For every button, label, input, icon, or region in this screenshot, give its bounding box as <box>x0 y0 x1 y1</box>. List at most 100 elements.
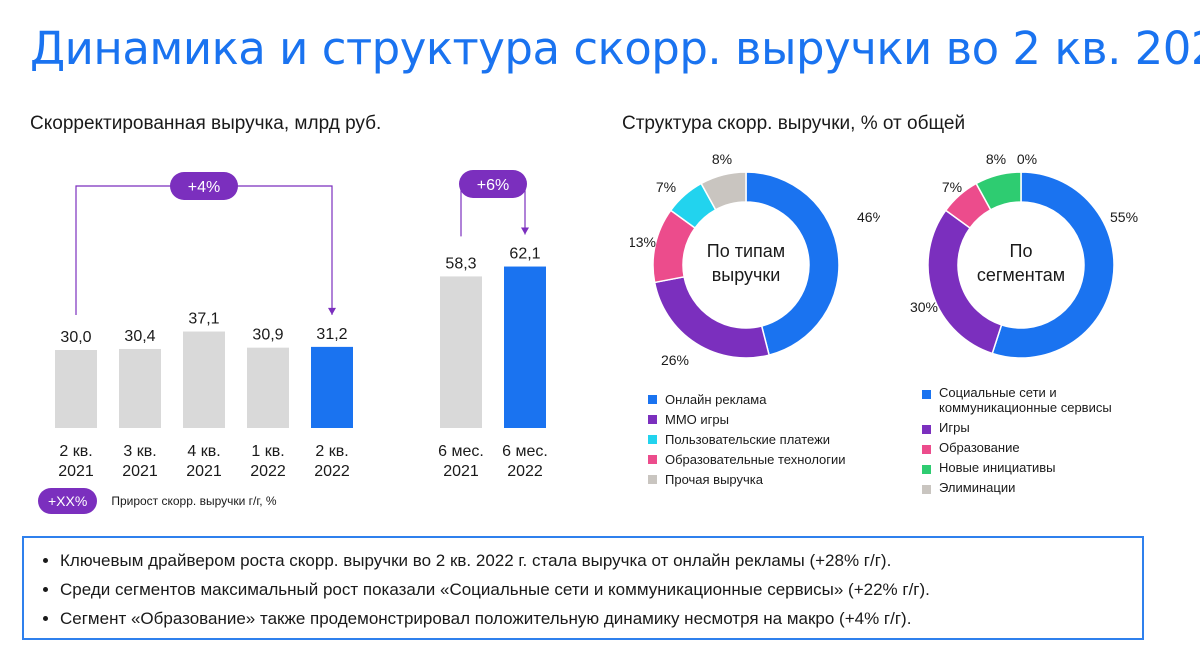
legend-item: Пользовательские платежи <box>648 430 846 450</box>
bar-value-label: 62,1 <box>509 246 540 263</box>
slice-value-label: 13% <box>630 234 656 250</box>
legend-swatch <box>648 475 657 484</box>
bar-chart-subtitle: Скорректированная выручка, млрд руб. <box>30 113 381 135</box>
bar-6 <box>504 266 546 428</box>
legend-item: Онлайн реклама <box>648 390 846 410</box>
slice-value-label: 46% <box>857 209 880 225</box>
bar-1 <box>119 348 161 428</box>
legend-label: Пользовательские платежи <box>665 432 831 447</box>
category-label: 2022 <box>507 463 543 480</box>
category-label: 2021 <box>122 463 158 480</box>
growth-label: +4% <box>188 179 220 196</box>
category-label: 2 кв. <box>315 443 348 460</box>
legend-swatch <box>922 445 931 454</box>
takeaway-bullet: Ключевым драйвером роста скорр. выручки … <box>60 546 1128 575</box>
legend-swatch <box>648 415 657 424</box>
growth-key-text: Прирост скорр. выручки г/г, % <box>111 494 277 508</box>
category-label: 2022 <box>250 463 286 480</box>
growth-key-pill: +XX% <box>38 488 98 514</box>
legend-label: Элиминации <box>939 480 1016 495</box>
donut-charts-subtitle: Структура скорр. выручки, % от общей <box>622 113 965 135</box>
bar-2 <box>183 331 225 428</box>
legend-item: Образование <box>922 440 1139 455</box>
legend-label: Онлайн реклама <box>665 392 767 407</box>
donut-center-label: выручки <box>712 265 781 285</box>
category-label: 6 мес. <box>502 443 548 460</box>
legend-item: Элиминации <box>922 480 1139 495</box>
legend-swatch <box>922 465 931 474</box>
bar-value-label: 30,4 <box>124 328 155 345</box>
donut-slice <box>975 171 1022 211</box>
legend-label: Образование <box>939 440 1020 455</box>
growth-key: +XX% Прирост скорр. выручки г/г, % <box>38 488 277 514</box>
legend-swatch <box>922 390 931 399</box>
slice-value-label: 55% <box>1110 209 1138 225</box>
bar-5 <box>440 276 482 428</box>
donut-slice <box>653 275 771 359</box>
legend-item: Социальные сети и коммуникационные серви… <box>922 385 1139 415</box>
legend-label: Игры <box>939 420 970 435</box>
bar-value-label: 58,3 <box>445 255 476 272</box>
donut-charts-subtitle-bold: Структура скорр. выручки, <box>622 113 856 134</box>
segment-donut-chart: 55% 30% 7% 8% 0% По сегментам <box>910 151 1138 359</box>
category-label: 2021 <box>443 463 479 480</box>
legend-swatch <box>648 435 657 444</box>
slice-value-label: 0% <box>1017 151 1037 167</box>
slice-value-label: 26% <box>661 352 689 368</box>
category-label: 4 кв. <box>187 443 220 460</box>
legend-swatch <box>648 395 657 404</box>
revenue-type-legend: Онлайн реклама MMO игры Пользовательские п… <box>648 390 846 490</box>
legend-swatch <box>922 425 931 434</box>
legend-swatch <box>648 455 657 464</box>
legend-item: Образовательные технологии <box>648 450 846 470</box>
category-label: 2 кв. <box>59 443 92 460</box>
legend-label: Образовательные технологии <box>665 452 846 467</box>
bar-0 <box>55 350 97 428</box>
legend-item: Игры <box>922 420 1139 435</box>
donut-center-label: По типам <box>707 241 785 261</box>
legend-label: Социальные сети и коммуникационные серви… <box>939 385 1112 415</box>
slice-value-label: 30% <box>910 299 938 315</box>
category-label: 2021 <box>58 463 94 480</box>
bar-value-label: 30,9 <box>252 327 283 344</box>
page-title: Динамика и структура скорр. выручки во 2… <box>30 22 1200 75</box>
bar-chart-subtitle-bold: Скорректированная выручка, <box>30 113 290 134</box>
growth-arrowhead <box>328 307 336 315</box>
growth-pill <box>459 170 527 198</box>
bar-3 <box>247 347 289 428</box>
bar-value-label: 31,2 <box>316 326 347 343</box>
bar-chart-subtitle-unit: млрд руб. <box>289 113 382 134</box>
legend-label: Прочая выручка <box>665 472 763 487</box>
legend-swatch <box>922 485 931 494</box>
donut-slice <box>991 171 1115 359</box>
donut-charts-subtitle-unit: % от общей <box>855 113 966 134</box>
slice-value-label: 7% <box>656 179 676 195</box>
segment-legend: Социальные сети и коммуникационные серви… <box>922 385 1139 500</box>
category-label: 3 кв. <box>123 443 156 460</box>
takeaway-bullet: Сегмент «Образование» также продемонстри… <box>60 604 1128 633</box>
growth-arrowhead <box>521 227 529 235</box>
donut-center-label: сегментам <box>977 265 1065 285</box>
takeaway-bullet: Среди сегментов максимальный рост показа… <box>60 575 1128 604</box>
key-takeaways-box: Ключевым драйвером роста скорр. выручки … <box>22 536 1144 640</box>
revenue-type-donut-chart: 46% 26% 13% 7% 8% По типам выручки <box>630 151 880 368</box>
growth-bracket <box>75 185 333 315</box>
donut-slice <box>745 171 840 356</box>
legend-label: Новые инициативы <box>939 460 1056 475</box>
legend-item: Новые инициативы <box>922 460 1139 475</box>
category-label: 1 кв. <box>251 443 284 460</box>
category-label: 2021 <box>186 463 222 480</box>
category-label: 2022 <box>314 463 350 480</box>
growth-label: +6% <box>477 177 509 194</box>
slice-value-label: 8% <box>712 151 732 167</box>
bar-value-label: 30,0 <box>60 329 91 346</box>
bar-value-label: 37,1 <box>188 311 219 328</box>
legend-label: MMO игры <box>665 412 729 427</box>
donut-slice <box>700 171 747 211</box>
category-label: 6 мес. <box>438 443 484 460</box>
growth-pill <box>170 172 238 200</box>
legend-item: MMO игры <box>648 410 846 430</box>
legend-item: Прочая выручка <box>648 470 846 490</box>
donut-center-label: По <box>1010 241 1033 261</box>
revenue-bar-chart: 30,0 2 кв. 2021 30,4 3 кв. 2021 37,1 4 кв. 2021 3… <box>55 170 548 480</box>
